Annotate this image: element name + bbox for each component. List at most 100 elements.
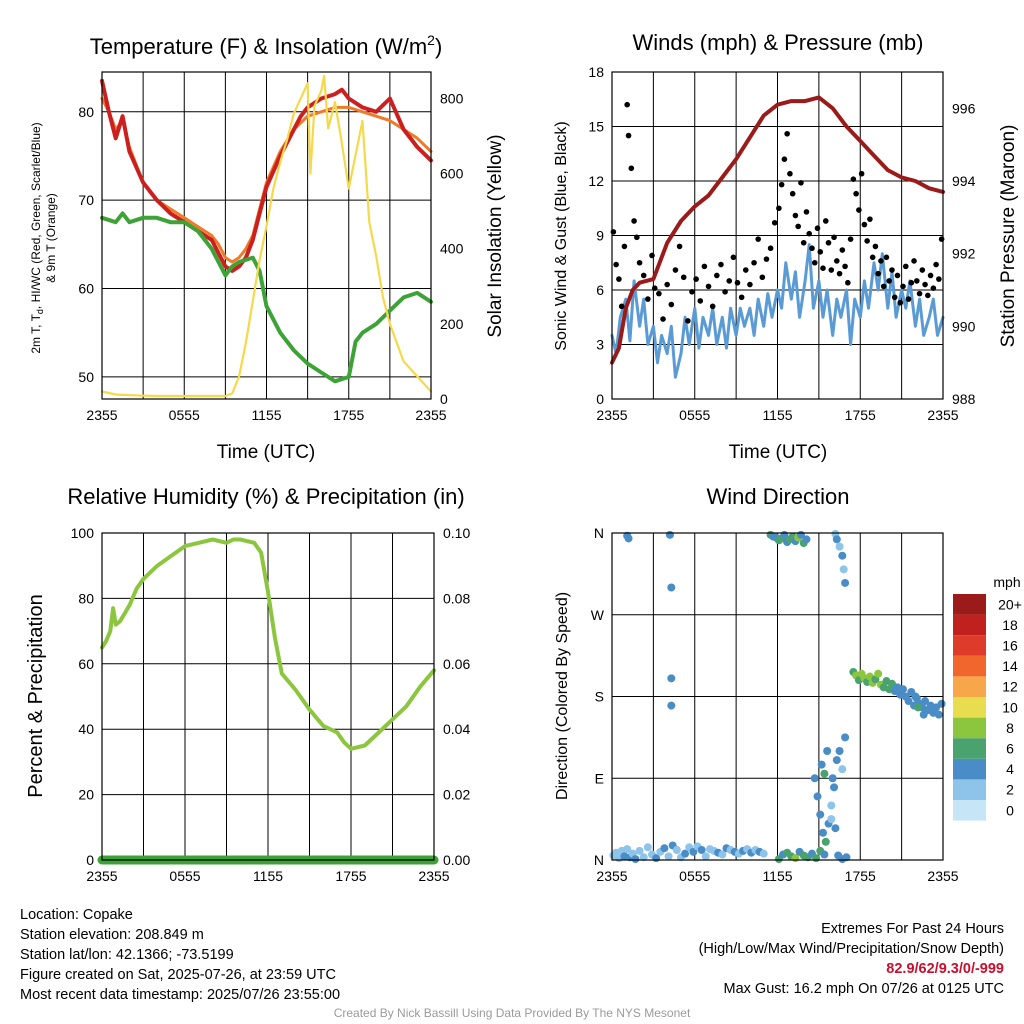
direction-point [701, 852, 710, 861]
temperature-xlabel: Time (UTC) [217, 442, 316, 463]
gust-point [836, 270, 843, 277]
gust-point [747, 281, 753, 288]
colorbar-label: 18 [1002, 617, 1018, 633]
colorbar-label: 0 [1006, 802, 1014, 818]
gust-point [618, 303, 625, 310]
y-tick-label: 15 [588, 119, 604, 135]
line-dewpoint [100, 211, 433, 384]
extremes-title: Extremes For Past 24 Hours [821, 921, 1004, 937]
gust-point [828, 267, 835, 273]
colorbar-swatch [953, 594, 986, 615]
gust-point [685, 318, 691, 324]
gust-point [886, 278, 893, 284]
gust-point [738, 294, 745, 301]
gust-point [913, 278, 920, 284]
y-tick-label: 3 [596, 337, 604, 353]
gust-point [891, 294, 898, 301]
x-tick-label: 1755 [335, 868, 366, 884]
direction-point [827, 801, 836, 810]
gust-point [814, 225, 821, 232]
gust-point [697, 298, 704, 304]
colorbar-swatch [953, 717, 986, 739]
direction-point [665, 530, 674, 539]
gust-point [640, 272, 647, 279]
gust-point [916, 290, 923, 297]
gust-point [628, 165, 635, 172]
colorbar-label: 12 [1002, 679, 1018, 695]
colorbar-label: 8 [1006, 720, 1014, 736]
colorbar-label: 14 [1002, 658, 1018, 674]
direction-point [759, 849, 768, 858]
colorbar-label: 6 [1006, 741, 1014, 757]
colorbar-label: 16 [1002, 638, 1018, 654]
gust-point [853, 190, 859, 197]
direction-point [820, 850, 829, 859]
gust-point [820, 265, 826, 272]
direction-point [635, 846, 644, 855]
gust-point [902, 263, 909, 270]
y2-tick-label: 0.08 [443, 590, 470, 606]
gust-point [869, 254, 876, 261]
humidity-title: Relative Humidity (%) & Precipitation (i… [67, 484, 464, 509]
colorbar-label: 2 [1006, 782, 1014, 798]
direction-point [664, 852, 673, 861]
extremes-description: (High/Low/Max Wind/Precipitation/Snow De… [698, 941, 1004, 957]
x-tick-label: 0555 [679, 868, 710, 884]
y-tick-label: W [591, 607, 605, 623]
x-tick-label: 2355 [927, 868, 958, 884]
direction-point [660, 844, 669, 853]
x-tick-label: 0555 [169, 407, 200, 423]
direction-point [631, 855, 640, 864]
gust-point [676, 243, 683, 250]
colorbar-label: 10 [1002, 699, 1018, 715]
direction-point [937, 699, 946, 708]
y-tick-label: 0 [86, 852, 94, 868]
gust-point [792, 212, 799, 219]
temperature-panel: Temperature (F) & Insolation (W/m2) 2m T… [29, 32, 506, 463]
direction-point [904, 697, 913, 706]
gust-point [798, 180, 804, 186]
y-tick-label: S [595, 689, 604, 705]
plot-frame [101, 532, 435, 861]
direction-point [810, 774, 819, 783]
x-tick-label: 1755 [845, 868, 876, 884]
wind-direction-panel: Wind Direction Direction (Colored By Spe… [554, 484, 1022, 884]
gust-point [831, 234, 837, 241]
gust-point [842, 263, 848, 270]
gust-point [861, 221, 868, 228]
direction-point [624, 534, 633, 543]
y2-tick-label: 0.04 [443, 721, 470, 737]
credit-text: Created By Nick Bassill Using Data Provi… [333, 1006, 691, 1020]
direction-point [718, 850, 727, 859]
direction-point [835, 747, 844, 755]
colorbar-swatch [953, 779, 986, 800]
x-tick-label: 1755 [845, 407, 876, 423]
y2-tick-label: 0.02 [443, 787, 470, 803]
gust-point [656, 290, 662, 297]
y-tick-label: 12 [588, 173, 604, 189]
gust-point [726, 278, 733, 284]
station-info: Location: Copake Station elevation: 208.… [20, 905, 340, 1005]
gust-point [875, 270, 881, 277]
x-tick-label: 1155 [253, 868, 283, 884]
colorbar-label: 20+ [998, 596, 1022, 612]
gust-point [709, 303, 716, 310]
colorbar-swatch [953, 758, 986, 780]
plot-frame [611, 71, 944, 400]
direction-point [823, 747, 832, 755]
x-tick-label: 2355 [86, 868, 117, 884]
gust-point [878, 258, 884, 264]
direction-point [838, 551, 847, 560]
direction-point [667, 674, 676, 683]
y2-tick-label: 800 [440, 90, 464, 106]
elevation-text: Station elevation: 208.849 m [20, 927, 204, 943]
direction-point [914, 703, 923, 712]
x-tick-label: 2355 [596, 868, 627, 884]
temperature-title: Temperature (F) & Insolation (W/m2) [90, 32, 443, 59]
x-tick-label: 0555 [169, 868, 200, 884]
y2-tick-label: 0.10 [443, 525, 470, 541]
y-tick-label: 60 [78, 656, 94, 672]
gust-point [850, 176, 857, 182]
direction-point [899, 685, 908, 694]
y-tick-label: 20 [78, 787, 94, 803]
